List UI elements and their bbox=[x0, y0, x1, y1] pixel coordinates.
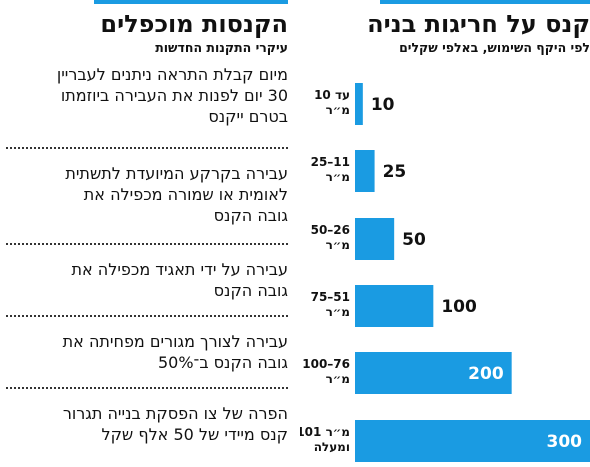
category-label-2-0: 50–26 bbox=[311, 223, 350, 237]
rule-item-4: הפרה של צו הפסקת בנייה תגרור קנס מיידי של… bbox=[6, 403, 288, 445]
rules-top-accent bbox=[94, 0, 288, 4]
value-label-3: 100 bbox=[441, 297, 477, 317]
rules-title: הקנסות מוכפלים bbox=[100, 10, 288, 38]
category-label-3-1: מ״ר bbox=[326, 305, 350, 319]
dotted-divider bbox=[6, 315, 288, 317]
chart-title: קנס על חריגות בניה bbox=[367, 10, 590, 38]
value-label-1: 25 bbox=[383, 162, 407, 182]
category-label-3-0: 75–51 bbox=[311, 290, 350, 304]
rules-subtitle: עיקרי התקנות החדשות bbox=[155, 40, 288, 55]
category-label-4-1: מ״ר bbox=[326, 372, 350, 386]
value-label-0: 10 bbox=[371, 95, 395, 115]
rule-line: הפרה של צו הפסקת בנייה תגרור bbox=[62, 404, 288, 423]
rule-line: מיום קבלת התראה ניתנים לעבריין bbox=[56, 65, 288, 84]
category-label-5-0: 101 מ״ר bbox=[300, 425, 350, 439]
bar-1 bbox=[355, 150, 375, 192]
value-label-5: 300 bbox=[547, 432, 583, 452]
bar-5 bbox=[355, 420, 590, 462]
value-label-4: 200 bbox=[468, 364, 504, 384]
chart-panel: קנס על חריגות בניה לפי היקף השימוש, באלפ… bbox=[300, 0, 590, 467]
rule-line: עבירה לצורך מגורים מפחיתה את bbox=[62, 332, 288, 351]
chart-top-accent bbox=[380, 0, 590, 4]
category-label-4-0: 100–76 bbox=[302, 357, 350, 371]
category-label-1-1: מ״ר bbox=[326, 170, 350, 184]
category-label-5-1: ומעלה bbox=[314, 440, 350, 454]
rule-line: בטרם ייקנס bbox=[208, 107, 288, 126]
bar-3 bbox=[355, 285, 434, 327]
rules-panel: הקנסות מוכפלים עיקרי התקנות החדשות מיום … bbox=[0, 0, 288, 467]
category-label-0-1: מ״ר bbox=[326, 103, 350, 117]
dotted-divider bbox=[6, 147, 288, 149]
category-label-1-0: 25–11 bbox=[311, 155, 350, 169]
rule-item-2: עבירה על ידי תאגיד מכפילה את גובה הקנס bbox=[6, 259, 288, 301]
category-label-2-1: מ״ר bbox=[326, 238, 350, 252]
bar-4 bbox=[355, 352, 512, 394]
rule-line: קנס מיידי של 50 אלף שקל bbox=[101, 425, 288, 444]
value-label-2: 50 bbox=[402, 230, 426, 250]
bar-0 bbox=[355, 83, 363, 125]
rule-line: 30 יום לפנות את העבירה ביוזמתו bbox=[60, 86, 288, 105]
rule-line: עבירה על ידי תאגיד מכפילה את bbox=[71, 260, 288, 279]
rule-item-0: מיום קבלת התראה ניתנים לעבריין 30 יום לפנ… bbox=[6, 64, 288, 127]
rule-item-1: עבירה בקרקע המיועדת לתשתית לאומית או שמור… bbox=[6, 163, 288, 226]
rule-line: עבירה בקרקע המיועדת לתשתית bbox=[65, 164, 288, 183]
rule-line: גובה הקנס bbox=[213, 281, 288, 300]
category-label-0-0: עד 10 bbox=[314, 88, 350, 102]
rule-line: גובה הקנס bbox=[213, 206, 288, 225]
dotted-divider bbox=[6, 387, 288, 389]
chart-subtitle: לפי היקף השימוש, באלפי שקלים bbox=[399, 40, 590, 55]
rule-item-3: עבירה לצורך מגורים מפחיתה את גובה הקנס ב־… bbox=[6, 331, 288, 373]
rule-line: גובה הקנס ב־50% bbox=[157, 353, 288, 372]
dotted-divider bbox=[6, 243, 288, 245]
rule-line: לאומית או שמורה מכפילה את bbox=[83, 185, 288, 204]
bar-2 bbox=[355, 218, 395, 260]
